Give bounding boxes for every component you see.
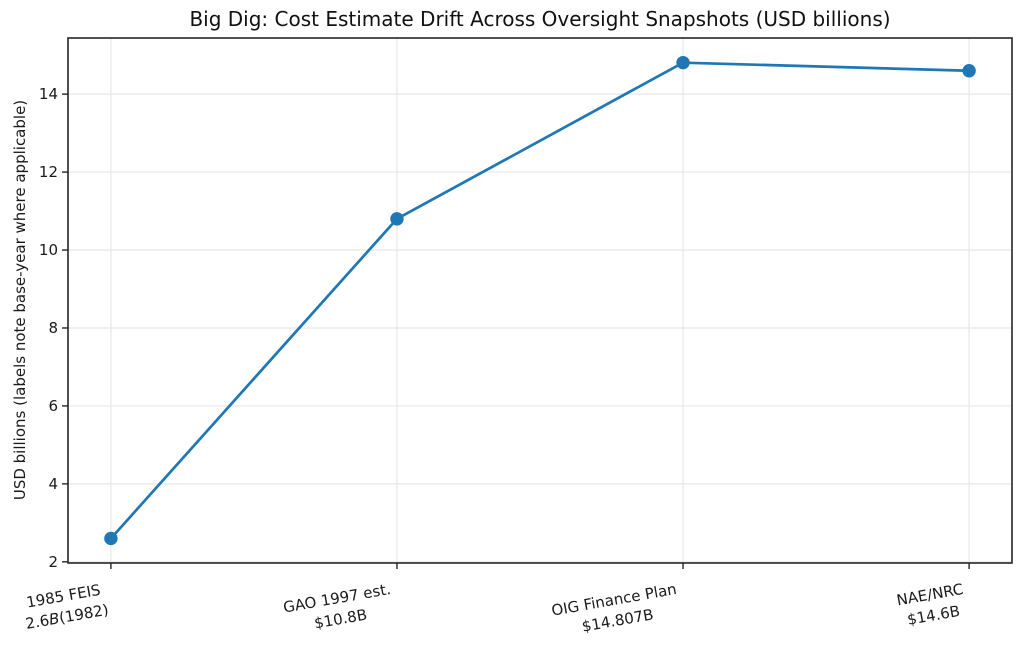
y-tick-label: 6 bbox=[48, 396, 58, 415]
plot-area bbox=[62, 37, 1013, 569]
data-point-marker bbox=[676, 55, 690, 70]
data-point-marker bbox=[390, 212, 404, 226]
x-tick-label: GAO 1997 est. $10.8B bbox=[282, 579, 396, 639]
y-tick-label: 14 bbox=[38, 85, 58, 104]
y-axis-label: USD billions (labels note base-year wher… bbox=[11, 99, 29, 501]
x-tick-label: NAE/NRC $14.6B bbox=[895, 579, 969, 632]
data-point-marker bbox=[962, 64, 976, 78]
y-tick-label: 8 bbox=[48, 318, 58, 337]
y-tick-label: 12 bbox=[38, 163, 58, 182]
x-tick-label: 1985 FEIS 2.6B(1982) bbox=[20, 579, 110, 635]
line-chart-canvas bbox=[62, 37, 1013, 569]
data-point-marker bbox=[104, 531, 118, 546]
y-tick-label: 4 bbox=[48, 474, 58, 493]
x-tick-label-segment: 2.6 bbox=[23, 611, 51, 633]
x-tick-label: OIG Finance Plan $14.807B bbox=[550, 579, 682, 642]
axes-frame bbox=[67, 37, 1013, 564]
data-line bbox=[109, 61, 971, 540]
y-tick-label: 10 bbox=[38, 241, 58, 260]
y-tick-label: 2 bbox=[48, 552, 58, 571]
chart-title: Big Dig: Cost Estimate Drift Across Over… bbox=[189, 7, 891, 31]
